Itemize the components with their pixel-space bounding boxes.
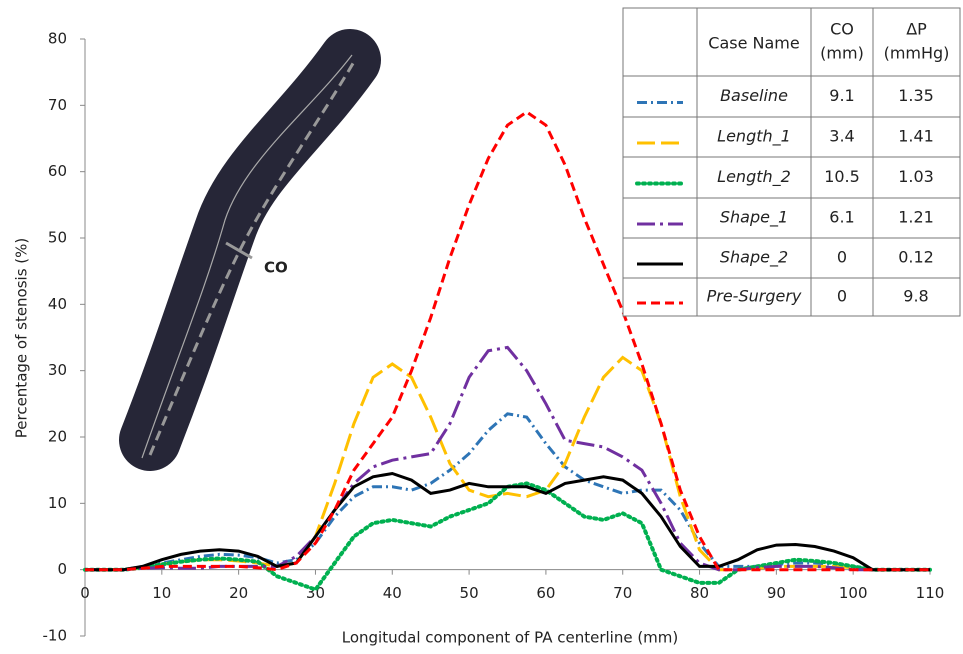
series-line bbox=[85, 357, 930, 569]
table-dp: 9.8 bbox=[903, 287, 928, 306]
x-tick-label: 10 bbox=[152, 584, 171, 602]
table-co: 0 bbox=[837, 248, 847, 267]
table-dp: 1.03 bbox=[898, 167, 934, 186]
y-tick-label: 30 bbox=[48, 361, 67, 379]
y-tick-label: 70 bbox=[48, 96, 67, 114]
table-dp: 1.41 bbox=[898, 127, 934, 146]
y-tick-label: 0 bbox=[57, 560, 67, 578]
y-tick-label: -10 bbox=[43, 627, 68, 645]
table-dp: 1.21 bbox=[898, 208, 934, 227]
x-tick-label: 90 bbox=[767, 584, 786, 602]
x-tick-label: 70 bbox=[613, 584, 632, 602]
legend-label: Shape_2 bbox=[720, 248, 788, 268]
legend-label: Pre-Surgery bbox=[707, 287, 802, 306]
y-axis-label: Percentage of stenosis (%) bbox=[13, 238, 31, 439]
table-co: 10.5 bbox=[824, 167, 860, 186]
annotation: CO bbox=[264, 259, 288, 277]
series-line bbox=[85, 347, 930, 569]
table-co: 0 bbox=[837, 287, 847, 306]
y-tick-label: 20 bbox=[48, 428, 67, 446]
legend-label: Length_2 bbox=[717, 167, 791, 187]
x-tick-label: 100 bbox=[839, 584, 868, 602]
table-header: Case Name bbox=[708, 34, 799, 53]
legend-label: Shape_1 bbox=[720, 208, 788, 228]
vessel-inset: CO bbox=[142, 55, 355, 458]
legend-label: Baseline bbox=[720, 86, 788, 105]
table-header: (mm) bbox=[820, 44, 864, 63]
table-co: 6.1 bbox=[829, 208, 854, 227]
vessel bbox=[150, 60, 350, 440]
table-dp: 0.12 bbox=[898, 248, 934, 267]
table-co: 9.1 bbox=[829, 86, 854, 105]
x-tick-label: 50 bbox=[460, 584, 479, 602]
series-line bbox=[85, 483, 930, 589]
y-tick-label: 40 bbox=[48, 295, 67, 313]
x-tick-label: 110 bbox=[916, 584, 945, 602]
table-header: CO bbox=[830, 20, 854, 39]
table-dp: 1.35 bbox=[898, 86, 934, 105]
x-axis-label: Longitudal component of PA centerline (m… bbox=[342, 629, 679, 647]
table-header: ΔP bbox=[906, 20, 927, 39]
y-tick-label: 80 bbox=[48, 30, 67, 48]
y-tick-label: 60 bbox=[48, 162, 67, 180]
table-co: 3.4 bbox=[829, 127, 854, 146]
x-tick-label: 40 bbox=[383, 584, 402, 602]
y-tick-label: 50 bbox=[48, 229, 67, 247]
x-tick-label: 20 bbox=[229, 584, 248, 602]
x-tick-label: 60 bbox=[536, 584, 555, 602]
chart: CO Percentage of stenosis (%) Longitudal… bbox=[0, 0, 963, 654]
x-tick-label: 80 bbox=[690, 584, 709, 602]
legend-table: Case Name CO (mm) ΔP (mmHg) Baseline 9.1 1.35 Le… bbox=[623, 8, 960, 316]
table-header: (mmHg) bbox=[884, 44, 950, 63]
x-tick-label: 0 bbox=[80, 584, 90, 602]
legend-label: Length_1 bbox=[717, 127, 791, 147]
y-tick-label: 10 bbox=[48, 494, 67, 512]
